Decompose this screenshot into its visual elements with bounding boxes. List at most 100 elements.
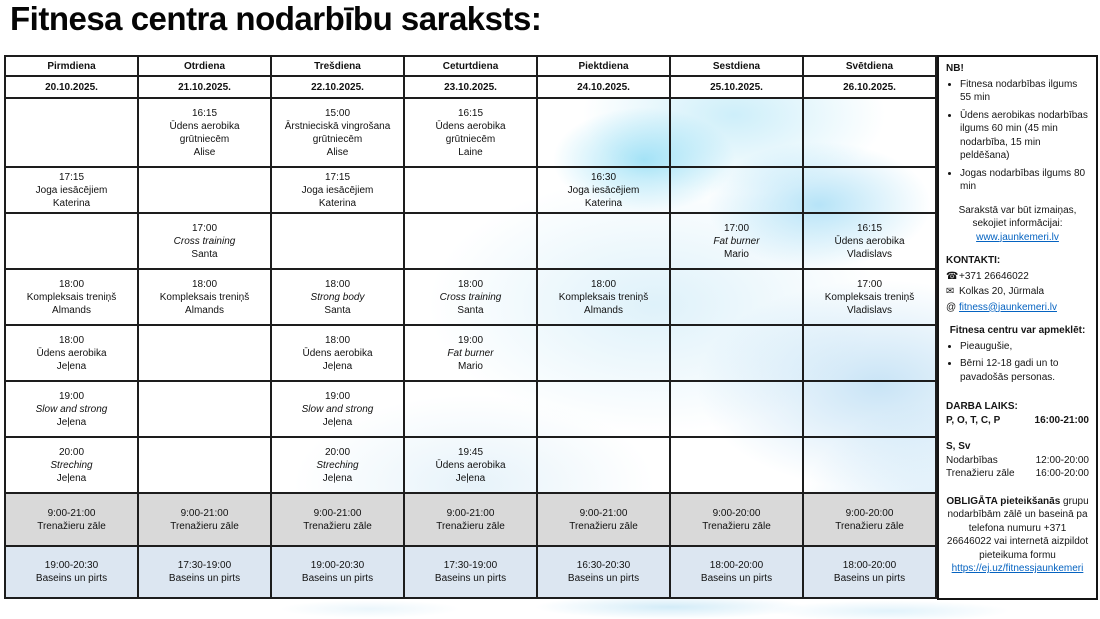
cell-instructor: Almands: [584, 304, 623, 316]
class-row: 19:00 Slow and strong Jeļena 19:00 Slow and …: [4, 380, 937, 438]
weekend-gym-label: Trenažieru zāle: [946, 468, 1015, 479]
schedule-cell: [403, 166, 538, 214]
schedule-cell: [669, 436, 804, 494]
working-hours-section: DARBA LAIKS: P, O, T, C, P 16:00-21:00 S,…: [946, 400, 1089, 481]
cell-activity: Baseins un pirts: [567, 573, 640, 584]
date-header: 21.10.2025.: [137, 75, 272, 99]
cell-activity: Kompleksais treniņš: [824, 291, 915, 303]
cell-time: 18:00: [58, 278, 85, 290]
cell-activity: Kompleksais treniņš: [558, 291, 649, 303]
cell-instructor: Jeļena: [56, 416, 87, 428]
address-text: Kolkas 20, Jūrmala: [959, 286, 1045, 297]
schedule-cell: 15:00 Ārstnieciskā vingrošana grūtniecēm A…: [270, 97, 405, 168]
schedule-cell: [137, 324, 272, 382]
cell-time: 19:00-20:30: [44, 560, 99, 571]
phone-icon: ☎: [946, 270, 959, 282]
weekend-classes-value: 12:00-20:00: [1035, 454, 1089, 466]
booking-note: OBLIGĀTA pieteikšanās grupu nodarbībām z…: [946, 495, 1089, 576]
schedule-cell: 16:30 Joga iesācējiem Katerina: [536, 166, 671, 214]
schedule-cell: 19:45 Ūdens aerobika Jeļena: [403, 436, 538, 494]
class-row: 17:15 Joga iesācējiem Katerina 17:15 Joga ie…: [4, 166, 937, 214]
class-row: 18:00 Kompleksais treniņš Almands 18:00 Komp…: [4, 268, 937, 326]
cell-instructor: Katerina: [584, 197, 623, 209]
schedule-cell: 18:00 Ūdens aerobika Jeļena: [270, 324, 405, 382]
cell-activity: Cross training: [173, 235, 236, 247]
cell-time: 16:15: [457, 107, 484, 119]
email-link[interactable]: fitness@jaunkemeri.lv: [959, 301, 1057, 313]
cell-activity: Streching: [316, 459, 359, 471]
cell-activity: Fat burner: [447, 347, 494, 359]
bullet-item: Fitnesa nodarbības ilgums 55 min: [960, 78, 1089, 105]
note-text: Sarakstā var būt izmaiņas, sekojiet info…: [958, 204, 1077, 230]
gym-cell: 9:00-21:00 Trenažieru zāle: [403, 492, 538, 547]
pool-row: 19:00-20:30 Baseins un pirts 17:30-19:00 Ba…: [4, 545, 937, 599]
envelope-icon: ✉: [946, 286, 955, 297]
cell-activity: Ūdens aerobika grūtniecēm: [435, 120, 506, 145]
schedule-cell: [137, 166, 272, 214]
schedule-cell: [536, 97, 671, 168]
cell-activity: Slow and strong: [35, 403, 108, 415]
schedule-cell: 17:00 Cross training Santa: [137, 212, 272, 270]
pool-cell: 19:00-20:30 Baseins un pirts: [4, 545, 139, 599]
cell-activity: Joga iesācējiem: [301, 184, 374, 196]
cell-activity: Trenažieru zāle: [702, 520, 771, 532]
schedule-cell: 17:00 Kompleksais treniņš Vladislavs: [802, 268, 937, 326]
cell-activity: Baseins un pirts: [700, 573, 773, 584]
cell-time: 18:00: [191, 278, 218, 290]
address-line: ✉ Kolkas 20, Jūrmala: [946, 285, 1089, 299]
schedule-cell: 20:00 Streching Jeļena: [4, 436, 139, 494]
booking-note-text: grupu nodarbībām zālē un baseinā pa tele…: [946, 495, 1089, 561]
cell-time: 9:00-21:00: [579, 507, 628, 519]
schedule-cell: [137, 380, 272, 438]
cell-instructor: Santa: [324, 304, 351, 316]
cell-instructor: Almands: [52, 304, 91, 316]
cell-time: 17:30-19:00: [443, 560, 498, 571]
cell-activity: Trenažieru zāle: [303, 520, 372, 532]
schedule-cell: [403, 380, 538, 438]
cell-time: 9:00-21:00: [313, 507, 362, 519]
schedule-cell: [270, 212, 405, 270]
gym-row: 9:00-21:00 Trenažieru zāle 9:00-21:00 Trena…: [4, 492, 937, 547]
visitors-bullet-list: Pieaugušie, Bērni 12-18 gadi un to pavado…: [946, 340, 1089, 385]
cell-time: 20:00: [58, 446, 85, 458]
cell-activity: Trenažieru zāle: [569, 520, 638, 532]
date-header: 25.10.2025.: [669, 75, 804, 99]
date-header: 24.10.2025.: [536, 75, 671, 99]
cell-instructor: Jeļena: [455, 472, 486, 484]
cell-instructor: Vladislavs: [846, 304, 893, 316]
cell-time: 19:00: [58, 390, 85, 402]
schedule-cell: [536, 324, 671, 382]
bullet-item: Bērni 12-18 gadi un to pavadošās persona…: [960, 357, 1089, 384]
cell-instructor: Alise: [193, 146, 216, 158]
schedule-cell: [536, 436, 671, 494]
nb-bullet-list: Fitnesa nodarbības ilgums 55 min Ūdens ae…: [946, 78, 1089, 194]
cell-time: 19:45: [457, 446, 484, 458]
cell-instructor: Santa: [191, 248, 218, 260]
schedule-cell: 19:00 Slow and strong Jeļena: [4, 380, 139, 438]
pool-cell: 19:00-20:30 Baseins un pirts: [270, 545, 405, 599]
cell-activity: Ūdens aerobika: [834, 235, 905, 247]
schedule-cell: 17:15 Joga iesācējiem Katerina: [270, 166, 405, 214]
schedule-cell: 18:00 Ūdens aerobika Jeļena: [4, 324, 139, 382]
schedule-cell: 18:00 Kompleksais treniņš Almands: [4, 268, 139, 326]
cell-activity: Strong body: [310, 291, 365, 303]
cell-activity: Ūdens aerobika: [36, 347, 107, 359]
cell-time: 17:00: [191, 222, 218, 234]
cell-instructor: Katerina: [318, 197, 357, 209]
date-header: 26.10.2025.: [802, 75, 937, 99]
schedule-cell: 16:15 Ūdens aerobika grūtniecēm Alise: [137, 97, 272, 168]
cell-time: 9:00-21:00: [180, 507, 229, 519]
booking-form-link[interactable]: https://ej.uz/fitnessjaunkemeri: [951, 563, 1084, 574]
cell-activity: Trenažieru zāle: [37, 520, 106, 532]
jaunkemeri-link[interactable]: www.jaunkemeri.lv: [976, 231, 1059, 243]
pool-cell: 18:00-20:00 Baseins un pirts: [802, 545, 937, 599]
schedule-cell: 18:00 Kompleksais treniņš Almands: [536, 268, 671, 326]
schedule-cell: [802, 97, 937, 168]
day-header: Sestdiena: [669, 55, 804, 77]
cell-activity: Streching: [50, 459, 93, 471]
schedule-table: Pirmdiena Otrdiena Trešdiena Ceturtdiena Pie…: [4, 55, 937, 599]
cell-time: 19:00: [324, 390, 351, 402]
cell-activity: Baseins un pirts: [35, 573, 108, 584]
cell-activity: Kompleksais treniņš: [26, 291, 117, 303]
cell-time: 17:15: [58, 171, 85, 183]
